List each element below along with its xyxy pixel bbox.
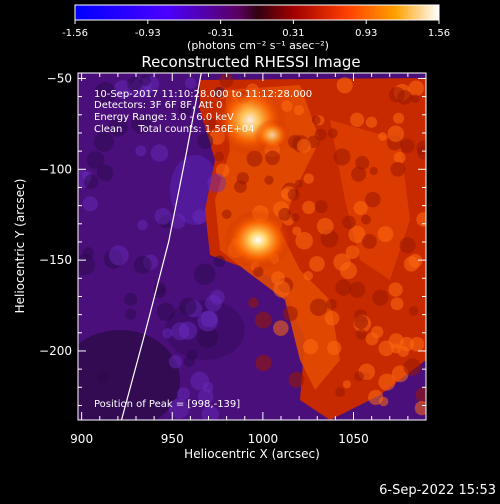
colorbar-tick-label: -1.56 [62,28,88,39]
plot-frame [77,72,427,421]
chart-title: Reconstructed RHESSI Image [141,53,360,71]
axis-ticks: 900 950 1000 1050 −50 −100 −150 −200 [39,71,427,446]
y-tick-label: −150 [39,253,72,267]
y-tick-label: −50 [47,71,72,85]
solar-limb-line [120,73,202,420]
y-tick-label: −100 [39,162,72,176]
x-axis-label: Heliocentric X (arcsec) [184,447,320,461]
colorbar-tick-label: -0.31 [208,28,234,39]
info-time-range: 10-Sep-2017 11:10:28.000 to 11:12:28.000 [94,89,312,100]
colorbar-ticks: -1.56 -0.93 -0.31 0.31 0.93 1.56 [62,20,450,39]
peak-position-label: Position of Peak = [998,-139] [94,399,240,410]
x-tick-label: 1050 [338,432,369,446]
colorbar [74,4,440,21]
colorbar-unit-label: (photons cm⁻² s⁻¹ asec⁻²) [187,39,329,52]
emission-texture [78,73,426,420]
info-energy-range: Energy Range: 3.0 - 6.0 keV [94,112,234,123]
y-tick-label: −200 [39,344,72,358]
x-tick-label: 1000 [248,432,279,446]
colorbar-tick-label: -0.93 [135,28,161,39]
y-axis-label: Heliocentric Y (arcsec) [13,179,27,314]
footer-date: 6-Sep-2022 15:53 [379,483,496,498]
colorbar-tick-label: 0.93 [355,28,377,39]
info-detectors: Detectors: 3F 6F 8F, Att 0 [94,100,222,111]
x-tick-label: 950 [161,432,184,446]
x-tick-label: 900 [70,432,93,446]
image-area [78,73,426,420]
info-clean-counts: Clean Total counts: 1.56E+04 [94,124,254,135]
colorbar-tick-label: 1.56 [428,28,450,39]
colorbar-tick-label: 0.31 [282,28,304,39]
flare-source-main [224,210,292,270]
